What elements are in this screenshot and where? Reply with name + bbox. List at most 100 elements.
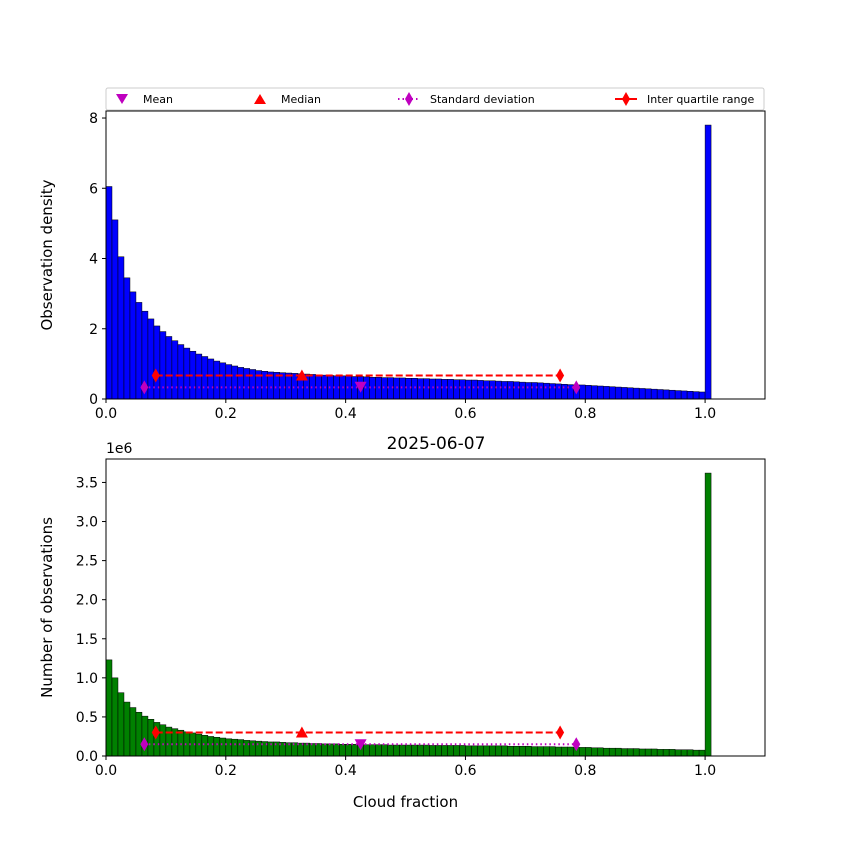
histogram-bar [207, 358, 215, 400]
histogram-bar [585, 747, 592, 757]
x-tick-label: 0.4 [335, 763, 357, 779]
histogram-bar [579, 747, 586, 757]
y-tick-label: 4 [89, 252, 98, 268]
x-axis-label: Cloud fraction [353, 793, 458, 811]
x-tick-label: 0.2 [215, 763, 237, 779]
histogram-bar [231, 365, 239, 400]
histogram-bar [411, 378, 418, 400]
histogram-bar [429, 745, 436, 757]
histogram-bar [483, 380, 490, 400]
histogram-bar [555, 746, 562, 757]
axes-frame [105, 110, 766, 400]
histogram-bar [129, 707, 137, 757]
histogram-bar [345, 375, 352, 400]
histogram-bar [459, 745, 466, 757]
std-high-marker [572, 380, 581, 395]
histogram-bar [243, 368, 251, 400]
histogram-bar [447, 379, 454, 400]
y-offset-text: 1e6 [106, 441, 133, 457]
histogram-bar [111, 219, 119, 400]
legend-item-median: Median [254, 93, 321, 106]
y-axis: 0.0 0.5 1.0 1.5 2.0 2.5 3.0 3.5 [76, 475, 106, 765]
histogram-bar [668, 749, 676, 757]
histogram-bar [597, 385, 604, 400]
histogram-bar [183, 731, 191, 757]
histogram-bar [399, 744, 406, 757]
histogram-bar [698, 391, 706, 400]
histogram-bar [495, 745, 502, 757]
mean-marker [354, 739, 367, 751]
histogram-bar [207, 736, 215, 757]
histogram-bar [626, 387, 634, 400]
y-tick-label: 2 [89, 322, 98, 338]
histogram-bar [339, 744, 346, 757]
histogram-bar [393, 377, 400, 400]
histogram-bar [165, 726, 173, 757]
histogram-bar [471, 379, 478, 400]
histogram-bar [381, 377, 388, 400]
y-tick-label: 0.5 [76, 710, 98, 726]
histogram-bar [477, 380, 484, 400]
x-tick-label: 0.4 [335, 406, 357, 422]
histogram-bar [123, 277, 131, 400]
histogram-bar [183, 347, 191, 400]
x-tick-label: 0.6 [454, 763, 476, 779]
histogram-bar [291, 742, 298, 757]
histogram-bar [525, 382, 532, 400]
histogram-bar [525, 745, 532, 757]
histogram-bar [644, 388, 652, 400]
histogram-bar [608, 747, 616, 757]
y-tick-label: 1.0 [76, 671, 98, 687]
histogram-bar [680, 390, 688, 400]
histogram-bar [656, 749, 664, 757]
histogram-bar [549, 383, 556, 400]
histogram-bar [483, 745, 490, 757]
histogram-bar [309, 374, 316, 400]
histogram-bar [147, 318, 155, 400]
histogram-bar [273, 741, 280, 757]
histogram-bar [363, 376, 370, 400]
histogram-bar [585, 385, 592, 400]
histogram-bar [237, 367, 245, 400]
std-marker-icon [405, 92, 413, 106]
legend-label-median: Median [281, 93, 321, 106]
histogram-bar [608, 386, 616, 400]
histogram-bar [105, 659, 113, 757]
histogram-bar [591, 747, 598, 757]
histogram-bar [417, 744, 424, 757]
histogram-bar [435, 745, 442, 757]
histogram-bar [117, 256, 125, 400]
y-axis-label: Number of observations [38, 517, 56, 698]
y-tick-label: 8 [89, 111, 98, 127]
statistics-overlay [140, 725, 581, 752]
median-marker [295, 369, 308, 381]
iqr-low-marker [151, 368, 160, 383]
histogram-bar [201, 735, 209, 757]
figure-title: 2025-06-07 [387, 434, 486, 454]
histogram-bar [549, 746, 556, 757]
histogram-bar [662, 749, 670, 757]
histogram-bar [333, 743, 340, 757]
histogram-bar [279, 372, 286, 400]
histogram-bar [674, 749, 682, 757]
histogram-bar [225, 738, 233, 757]
histogram-bar [363, 744, 370, 757]
iqr-low-marker [151, 725, 160, 740]
median-marker-icon [254, 94, 266, 104]
y-axis: 0 2 4 6 8 [89, 111, 106, 408]
median-marker [295, 726, 308, 738]
histogram-bar [537, 382, 544, 400]
histogram-bar [411, 744, 418, 757]
histogram-bar [555, 383, 562, 400]
x-tick-label: 0.2 [215, 406, 237, 422]
histogram-bar [423, 744, 430, 757]
histogram-bar [237, 739, 245, 757]
histogram-bar [123, 701, 131, 757]
histogram-bar [225, 364, 233, 400]
histogram-bar [105, 186, 113, 400]
legend-item-iqr: Inter quartile range [615, 92, 754, 106]
histogram-bar [243, 740, 251, 757]
histogram-bar [650, 748, 658, 757]
histogram-bar [405, 378, 412, 400]
histogram-bar [543, 382, 550, 400]
